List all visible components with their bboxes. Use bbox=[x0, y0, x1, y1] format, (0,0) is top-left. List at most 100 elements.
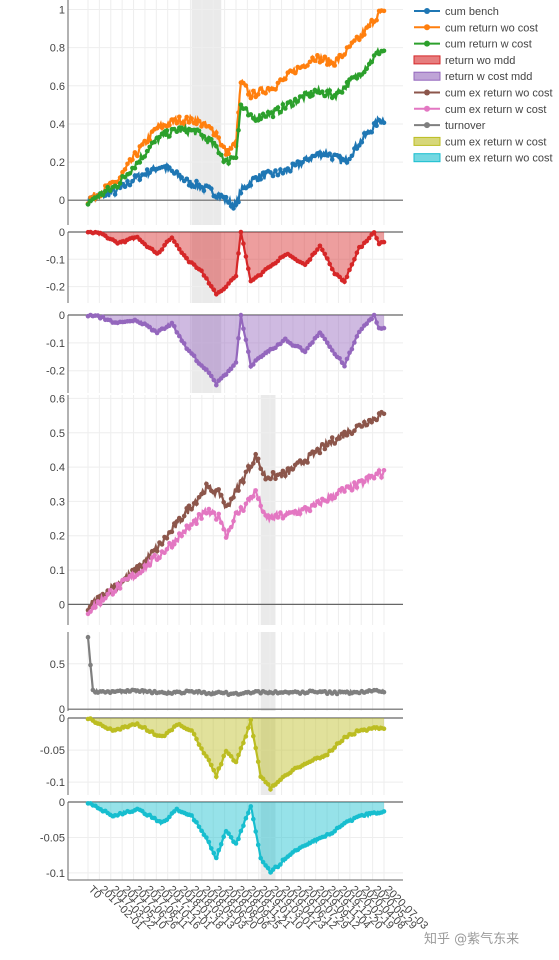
data-point-cum_ex_return_w_cost bbox=[174, 538, 180, 543]
data-point-cum_ex_return_wo_cost_mdd bbox=[226, 831, 231, 836]
data-point-cum_ex_return_w_cost bbox=[381, 468, 387, 473]
data-point-cum_ex_return_wo_cost bbox=[194, 501, 199, 507]
data-point-cum_bench bbox=[130, 178, 135, 184]
data-point-cum_return_w_cost bbox=[278, 109, 283, 115]
data-point-cum_ex_return_w_cost bbox=[255, 496, 261, 502]
data-point-cum_ex_return_w_cost bbox=[251, 494, 256, 499]
data-point-cum_return_w_cost bbox=[144, 148, 150, 154]
data-point-cum_return_wo_cost bbox=[255, 92, 261, 97]
data-point-cum_ex_return_w_cost bbox=[162, 550, 167, 556]
data-point-cum_ex_return_w_cost bbox=[157, 555, 162, 561]
y-tick-label: -0.05 bbox=[40, 745, 65, 757]
data-point-cum_ex_return_wo_cost bbox=[258, 466, 264, 472]
data-point-cum_return_wo_cost bbox=[140, 142, 145, 147]
data-point-cum_return_wo_cost bbox=[226, 151, 231, 156]
data-point-cum_ex_return_wo_cost bbox=[253, 451, 258, 457]
panel-turnover: 00.5 bbox=[50, 632, 403, 716]
data-point-cum_ex_return_wo_cost bbox=[179, 517, 184, 523]
data-point-cum_ex_return_w_cost bbox=[371, 475, 377, 481]
data-point-cum_return_w_cost bbox=[147, 144, 152, 150]
data-point-cum_ex_return_wo_cost_mdd bbox=[253, 829, 258, 834]
data-point-cum_bench bbox=[275, 172, 281, 178]
data-point-cum_ex_return_wo_cost_mdd bbox=[248, 804, 254, 809]
data-point-cum_ex_return_wo_cost bbox=[329, 435, 335, 440]
panel-cumulative-return: 0 0.2 0.4 0.6 0.8 1 bbox=[50, 0, 403, 225]
data-point-cum_ex_return_w_cost bbox=[167, 540, 172, 546]
data-point-cum_ex_return_w_cost_mdd bbox=[214, 774, 219, 780]
data-point-cum_ex_return_w_cost_mdd bbox=[260, 776, 266, 781]
data-point-cum_ex_return_w_cost_mdd bbox=[142, 725, 147, 730]
legend-item: cum ex return w cost bbox=[413, 136, 546, 148]
data-point-cum_return_wo_cost bbox=[381, 8, 387, 14]
data-point-cum_ex_return_w_cost bbox=[140, 568, 145, 574]
data-point-cum_ex_return_wo_cost bbox=[221, 500, 226, 505]
data-point-return_wo_mdd bbox=[246, 266, 251, 272]
data-point-cum_ex_return_w_cost bbox=[278, 510, 283, 515]
data-point-cum_return_w_cost bbox=[275, 105, 281, 110]
data-point-cum_ex_return_wo_cost_mdd bbox=[265, 865, 271, 871]
legend-label: return wo mdd bbox=[445, 55, 515, 67]
legend-swatch-marker bbox=[424, 8, 430, 14]
data-point-return_w_cost_mdd bbox=[214, 382, 219, 388]
data-point-cum_ex_return_w_cost bbox=[164, 547, 170, 552]
data-point-cum_return_w_cost bbox=[115, 185, 120, 190]
data-point-cum_bench bbox=[167, 165, 172, 170]
data-point-cum_return_w_cost bbox=[107, 188, 113, 193]
data-point-return_wo_mdd bbox=[238, 229, 244, 235]
data-point-cum_ex_return_w_cost bbox=[349, 488, 355, 493]
data-point-return_wo_mdd bbox=[184, 255, 189, 261]
data-point-return_w_cost_mdd bbox=[191, 353, 197, 359]
data-point-cum_ex_return_wo_cost_mdd bbox=[211, 850, 217, 856]
data-point-cum_ex_return_w_cost bbox=[221, 526, 226, 532]
data-point-cum_return_w_cost bbox=[226, 161, 231, 166]
data-point-return_wo_mdd bbox=[317, 243, 323, 249]
data-point-return_w_cost_mdd bbox=[349, 346, 355, 352]
data-point-cum_bench bbox=[144, 167, 150, 172]
data-point-cum_ex_return_w_cost_mdd bbox=[233, 759, 239, 765]
data-point-return_w_cost_mdd bbox=[369, 316, 375, 322]
data-point-return_wo_mdd bbox=[233, 273, 239, 279]
data-point-cum_bench bbox=[268, 170, 273, 175]
data-point-cum_ex_return_wo_cost bbox=[189, 507, 194, 512]
data-point-cum_return_wo_cost bbox=[122, 167, 128, 172]
data-point-return_wo_mdd bbox=[327, 261, 333, 267]
data-point-cum_return_w_cost bbox=[354, 75, 360, 81]
data-point-return_w_cost_mdd bbox=[325, 340, 330, 346]
data-point-cum_return_w_cost bbox=[248, 112, 254, 117]
data-point-cum_ex_return_w_cost_mdd bbox=[189, 728, 194, 733]
data-point-cum_ex_return_wo_cost bbox=[320, 442, 325, 447]
data-point-cum_ex_return_wo_cost bbox=[381, 411, 387, 417]
data-point-cum_bench bbox=[381, 120, 387, 125]
data-point-cum_ex_return_wo_cost bbox=[327, 439, 333, 445]
legend-swatch bbox=[413, 153, 441, 163]
data-point-cum_return_w_cost bbox=[300, 94, 305, 99]
data-point-cum_return_w_cost bbox=[85, 202, 91, 207]
data-point-cum_ex_return_wo_cost bbox=[374, 417, 379, 423]
data-point-return_wo_mdd bbox=[159, 247, 165, 252]
legend-item: cum bench bbox=[414, 6, 499, 18]
data-point-cum_ex_return_wo_cost_mdd bbox=[278, 862, 283, 867]
data-point-return_wo_mdd bbox=[209, 284, 214, 289]
data-point-cum_ex_return_w_cost_mdd bbox=[149, 729, 155, 734]
data-point-cum_ex_return_wo_cost_mdd bbox=[258, 855, 264, 861]
panel-cumulative-excess-return: 0 0.1 0.2 0.3 0.4 0.5 0.6 bbox=[50, 393, 403, 625]
data-point-return_wo_mdd bbox=[236, 251, 241, 256]
data-point-cum_bench bbox=[194, 178, 199, 184]
data-point-cum_ex_return_wo_cost bbox=[248, 464, 254, 470]
data-point-return_wo_mdd bbox=[226, 281, 231, 286]
data-point-cum_ex_return_w_cost bbox=[172, 542, 177, 547]
data-point-return_wo_mdd bbox=[329, 266, 335, 272]
data-point-cum_return_wo_cost bbox=[283, 76, 288, 82]
data-point-cum_bench bbox=[288, 169, 293, 174]
data-point-cum_return_w_cost bbox=[320, 89, 325, 94]
data-point-cum_bench bbox=[258, 177, 264, 182]
data-point-cum_bench bbox=[359, 139, 365, 145]
y-tick-label: 0.6 bbox=[50, 81, 65, 93]
data-point-cum_bench bbox=[142, 172, 147, 177]
data-point-cum_return_w_cost bbox=[209, 137, 214, 142]
data-point-cum_ex_return_wo_cost_mdd bbox=[204, 835, 209, 840]
data-point-cum_ex_return_wo_cost_mdd bbox=[214, 855, 219, 861]
data-point-return_w_cost_mdd bbox=[169, 320, 175, 326]
data-point-cum_bench bbox=[349, 153, 355, 159]
data-point-cum_ex_return_w_cost bbox=[115, 581, 120, 587]
